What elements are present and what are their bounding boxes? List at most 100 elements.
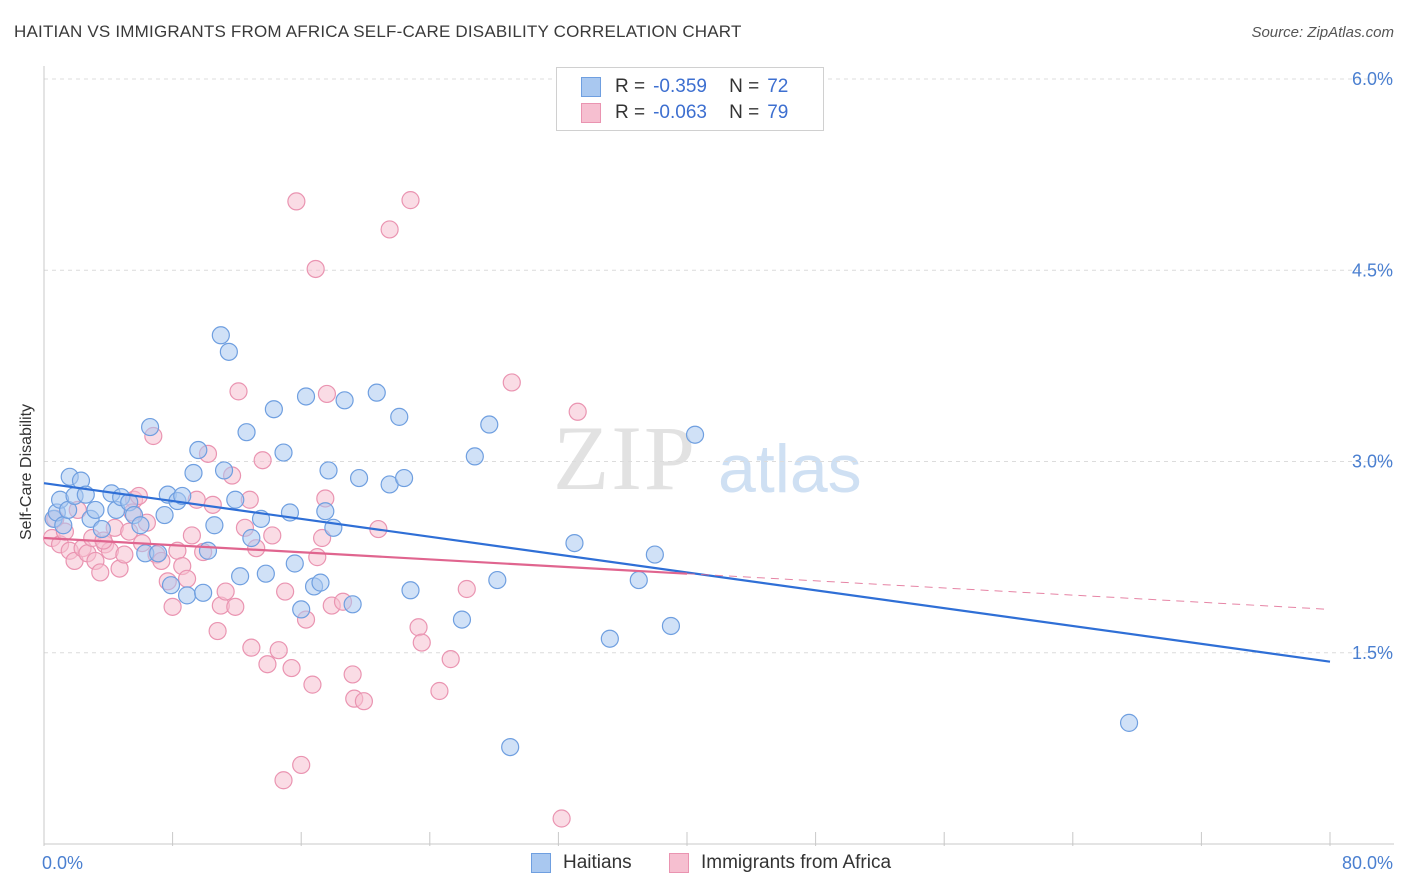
haitians-point	[184, 463, 203, 483]
africa-point	[216, 582, 235, 601]
haitians-point	[645, 545, 664, 564]
legend-n-value: 72	[767, 76, 789, 97]
africa-point	[182, 526, 201, 545]
haitians-point	[394, 468, 414, 488]
haitians-point	[198, 541, 218, 560]
legend-n-label: N =	[729, 76, 760, 97]
africa-point	[409, 618, 428, 637]
haitians-point	[661, 616, 681, 636]
africa-point	[303, 675, 322, 694]
haitians-point	[488, 570, 507, 590]
africa-point	[263, 526, 282, 545]
x-tick-label: 80.0%	[1342, 853, 1393, 873]
africa-point	[269, 641, 288, 660]
africa-point	[568, 402, 587, 421]
haitians-point	[226, 490, 245, 509]
haitians-point	[319, 461, 338, 480]
haitians-point	[214, 461, 234, 480]
series-legend: Haitians Immigrants from Africa	[0, 852, 1406, 876]
africa-point	[308, 548, 327, 567]
africa-point	[208, 621, 227, 641]
haitians-point	[296, 387, 316, 406]
haitians-point	[367, 383, 386, 402]
legend-swatch-haitians	[531, 853, 551, 873]
legend-swatch-pink	[581, 103, 601, 123]
haitians-point	[465, 447, 484, 466]
watermark-zip: ZIP	[553, 407, 697, 509]
africa-point	[354, 692, 373, 711]
haitians-point	[452, 610, 472, 629]
haitians-point	[155, 505, 174, 525]
chart-source: Source: ZipAtlas.com	[1251, 24, 1394, 41]
haitians-point	[264, 400, 283, 419]
legend-item-africa: Immigrants from Africa	[669, 852, 891, 874]
haitians-point	[54, 516, 73, 535]
haitians-point	[629, 570, 648, 590]
haitians-point	[311, 573, 330, 592]
legend-r-value: -0.063	[653, 102, 707, 123]
haitians-point	[292, 600, 311, 619]
africa-point	[258, 655, 277, 674]
africa-point	[229, 382, 248, 401]
africa-point	[457, 579, 476, 599]
haitians-point	[335, 391, 354, 410]
haitians-point	[219, 342, 238, 361]
haitians-point	[1119, 713, 1139, 732]
africa-point	[412, 633, 431, 652]
africa-point	[287, 192, 306, 211]
haitians-point	[316, 502, 335, 521]
africa-point	[552, 809, 571, 828]
haitians-point	[501, 737, 520, 757]
africa-point	[177, 569, 197, 588]
haitians-point	[211, 326, 230, 345]
haitians-trendline	[43, 482, 1331, 663]
haitians-point	[161, 576, 181, 595]
haitians-point	[256, 564, 275, 583]
africa-point	[401, 191, 420, 210]
haitians-point	[194, 583, 213, 602]
africa-point	[91, 563, 110, 582]
haitians-point	[189, 440, 208, 460]
haitians-point	[343, 595, 362, 614]
chart-title: HAITIAN VS IMMIGRANTS FROM AFRICA SELF-C…	[14, 22, 742, 41]
haitians-point	[92, 519, 111, 539]
watermark-atlas: atlas	[718, 431, 862, 507]
africa-point	[502, 373, 521, 392]
africa-point	[292, 755, 311, 775]
haitians-point	[349, 468, 369, 488]
haitians-point	[237, 423, 256, 442]
haitians-point	[242, 528, 261, 548]
africa-point	[430, 681, 449, 701]
y-tick-label: 1.5%	[1352, 643, 1393, 663]
x-tick-label: 0.0%	[42, 853, 83, 873]
legend-r-label: R =	[615, 76, 646, 97]
legend-label-haitians: Haitians	[563, 852, 632, 873]
y-tick-label: 6.0%	[1352, 69, 1393, 89]
haitians-point	[173, 486, 192, 506]
haitians-point	[285, 554, 304, 573]
legend-n-label: N =	[729, 102, 760, 123]
haitians-point	[86, 500, 105, 520]
haitians-point	[390, 407, 409, 426]
africa-point	[226, 597, 245, 616]
legend-r-label: R =	[615, 102, 646, 123]
haitians-point	[600, 629, 619, 648]
haitians-point	[149, 544, 168, 563]
legend-label-africa: Immigrants from Africa	[701, 852, 892, 873]
y-tick-label: 4.5%	[1352, 260, 1393, 280]
correlation-legend: R = -0.359 N = 72 R = -0.063 N = 79	[556, 67, 824, 131]
y-axis-label: Self-Care Disability	[18, 403, 35, 540]
legend-row-africa: R = -0.063 N = 79	[581, 101, 788, 125]
africa-trendline	[43, 536, 688, 575]
haitians-point	[231, 567, 250, 586]
africa-point	[380, 220, 399, 239]
legend-swatch-africa	[669, 853, 689, 873]
africa-point	[115, 545, 134, 564]
legend-n-value: 79	[767, 102, 789, 123]
haitians-point	[274, 443, 293, 462]
africa-point	[242, 638, 261, 657]
africa-point	[163, 597, 182, 616]
haitians-point	[140, 417, 160, 437]
haitians-point	[131, 516, 150, 535]
